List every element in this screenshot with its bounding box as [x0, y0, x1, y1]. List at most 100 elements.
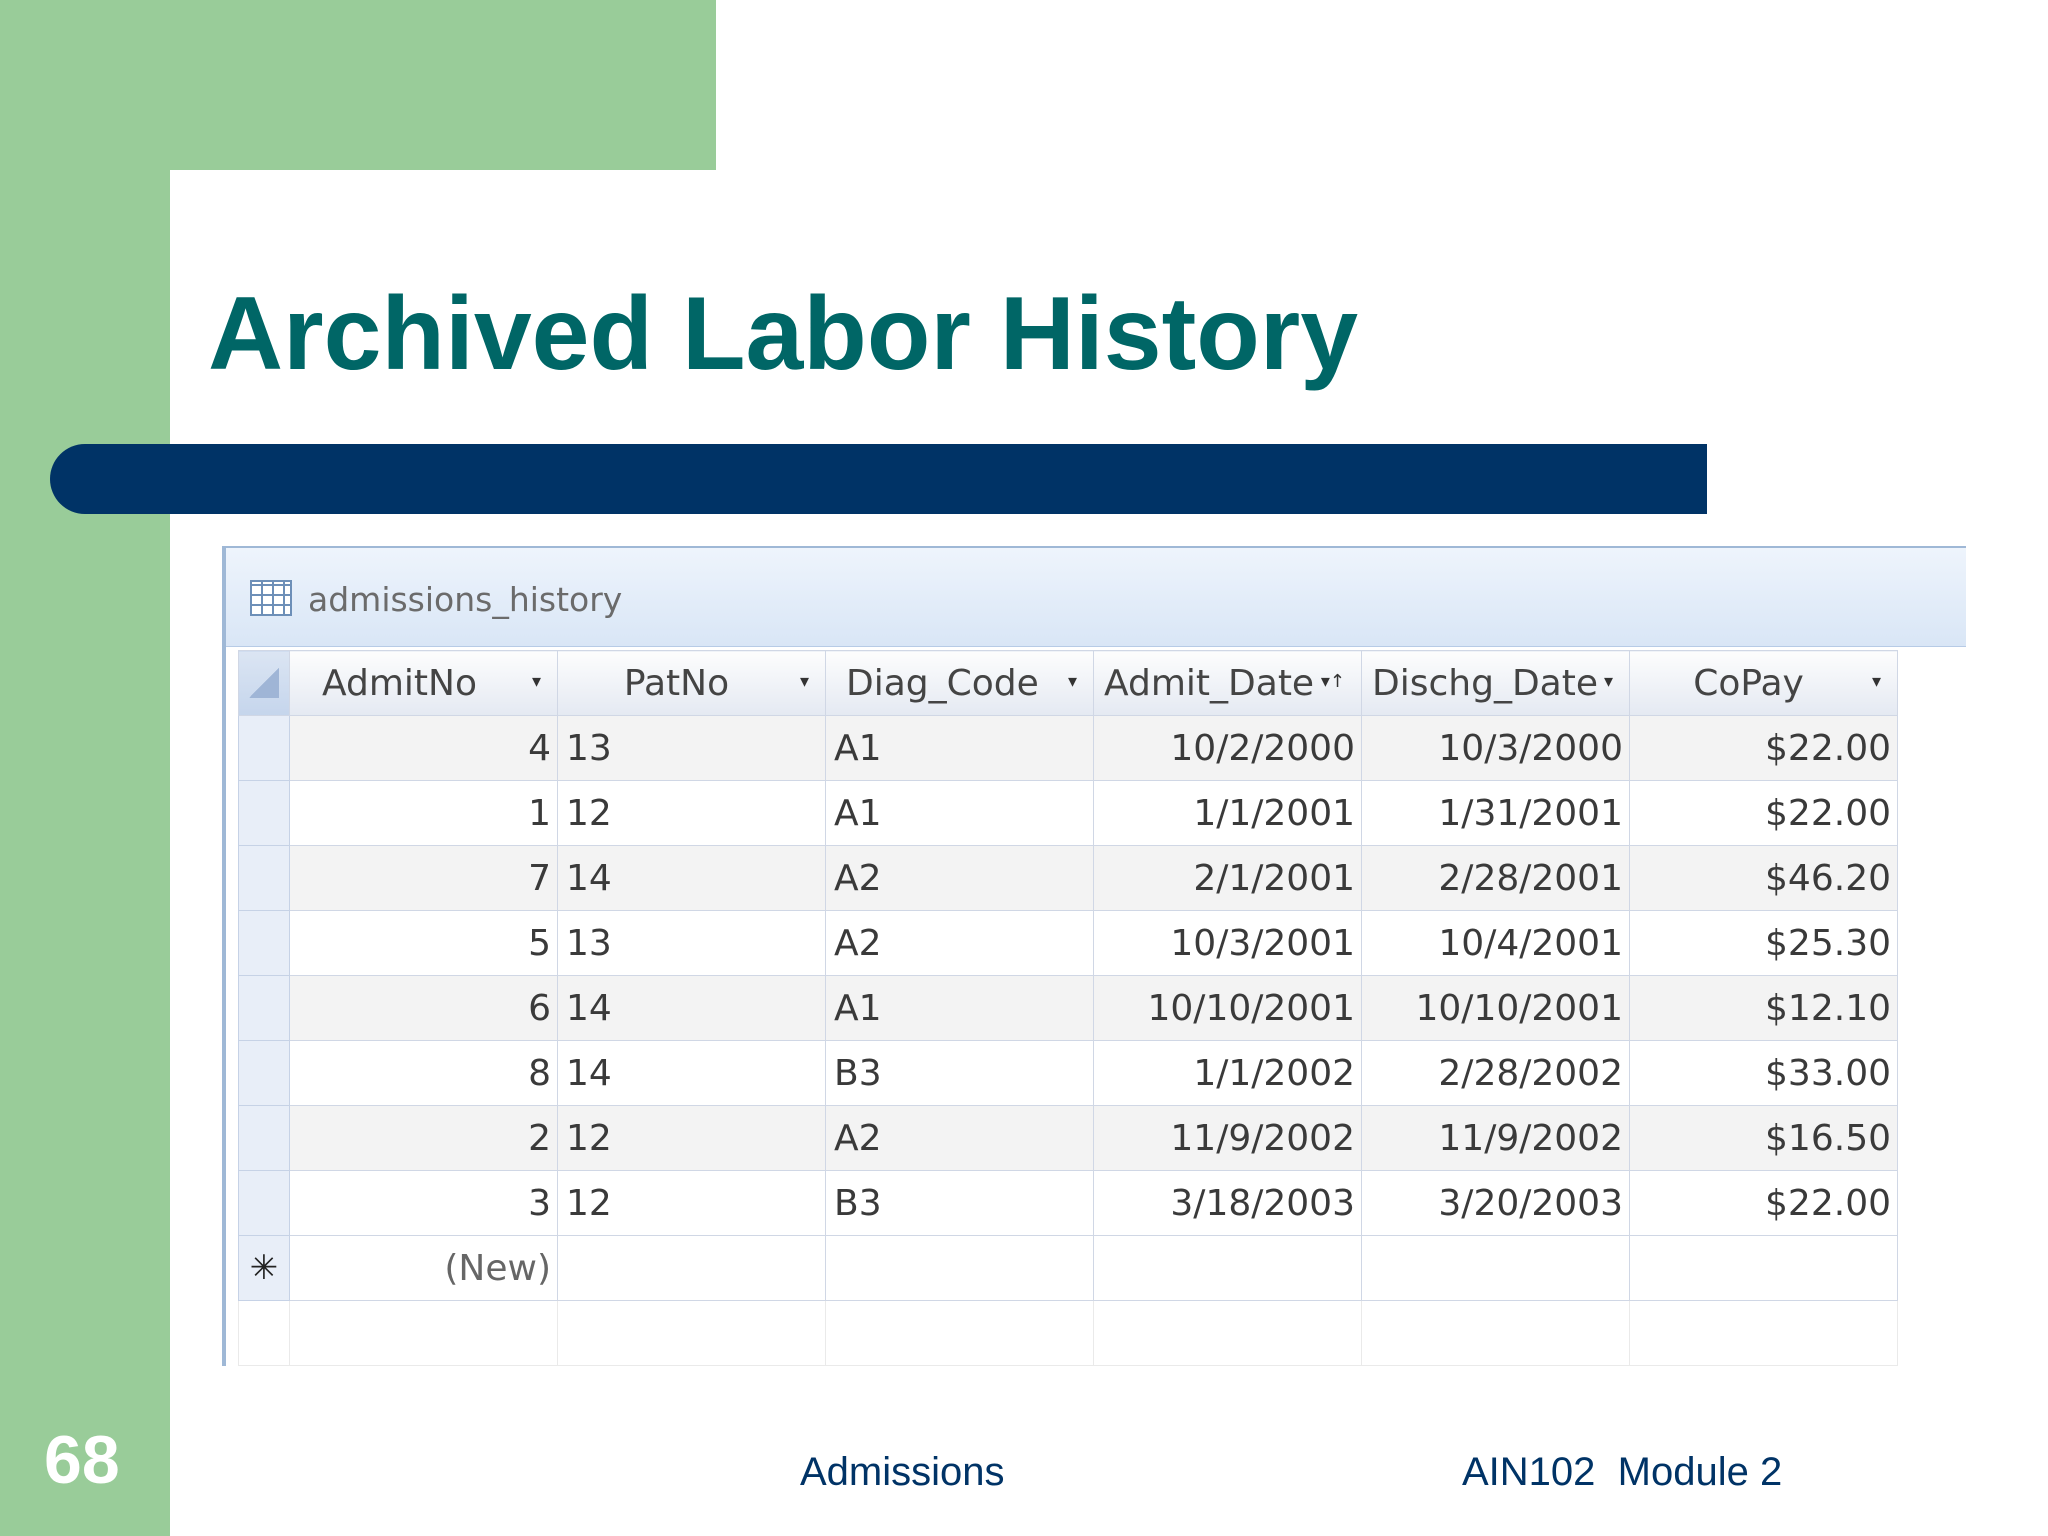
column-header-dischg-date[interactable]: Dischg_Date ▾ — [1361, 650, 1630, 716]
record-selector[interactable] — [238, 1040, 290, 1106]
cell-patno[interactable]: 12 — [557, 780, 826, 846]
cell-patno[interactable]: 14 — [557, 975, 826, 1041]
top-green-band — [0, 0, 716, 170]
cell-admit-date[interactable]: 1/1/2001 — [1093, 780, 1362, 846]
cell-admitno[interactable]: 7 — [289, 845, 558, 911]
cell-copay[interactable]: $22.00 — [1629, 1170, 1898, 1236]
cell-admitno[interactable]: 5 — [289, 910, 558, 976]
cell-admit-date[interactable]: 10/10/2001 — [1093, 975, 1362, 1041]
table-row[interactable]: 8 14 B3 1/1/2002 2/28/2002 $33.00 — [238, 1040, 1898, 1106]
new-record-icon[interactable]: ✳ — [238, 1235, 290, 1301]
record-selector[interactable] — [238, 975, 290, 1041]
cell-admitno[interactable]: 2 — [289, 1105, 558, 1171]
column-header-diag-code[interactable]: Diag_Code ▾ — [825, 650, 1094, 716]
cell-admit-date[interactable]: 10/2/2000 — [1093, 715, 1362, 781]
cell-patno[interactable]: 13 — [557, 715, 826, 781]
cell-patno[interactable]: 13 — [557, 910, 826, 976]
cell-copay[interactable]: $22.00 — [1629, 715, 1898, 781]
empty-cell — [1093, 1300, 1362, 1366]
cell-admitno[interactable]: 4 — [289, 715, 558, 781]
footer-center-text: Admissions — [800, 1450, 1005, 1494]
column-header-label: AdmitNo — [322, 662, 477, 704]
column-header-copay[interactable]: CoPay ▾ — [1629, 650, 1898, 716]
record-selector[interactable] — [238, 1170, 290, 1236]
cell-patno[interactable]: 14 — [557, 1040, 826, 1106]
empty-cell[interactable] — [557, 1235, 826, 1301]
cell-admit-date[interactable]: 11/9/2002 — [1093, 1105, 1362, 1171]
left-green-band — [0, 0, 170, 1536]
cell-dischg-date[interactable]: 2/28/2002 — [1361, 1040, 1630, 1106]
record-selector[interactable] — [238, 1105, 290, 1171]
cell-admitno[interactable]: 6 — [289, 975, 558, 1041]
cell-dischg-date[interactable]: 11/9/2002 — [1361, 1105, 1630, 1171]
sort-filter-arrow-icon[interactable]: ▾ — [1067, 671, 1077, 692]
sort-ascending-arrow-icon[interactable]: ▾↑ — [1320, 671, 1345, 692]
cell-diag-code[interactable]: A1 — [825, 715, 1094, 781]
sort-filter-arrow-icon[interactable]: ▾ — [799, 671, 809, 692]
empty-cell[interactable] — [1629, 1235, 1898, 1301]
cell-diag-code[interactable]: A1 — [825, 975, 1094, 1041]
column-header-label: Diag_Code — [846, 662, 1039, 704]
cell-diag-code[interactable]: A2 — [825, 845, 1094, 911]
sort-filter-arrow-icon[interactable]: ▾ — [1603, 671, 1613, 692]
cell-admitno[interactable]: 1 — [289, 780, 558, 846]
cell-patno[interactable]: 12 — [557, 1105, 826, 1171]
column-header-patno[interactable]: PatNo ▾ — [557, 650, 826, 716]
new-record-row[interactable]: ✳ (New) — [238, 1235, 1898, 1301]
cell-copay[interactable]: $16.50 — [1629, 1105, 1898, 1171]
table-row[interactable]: 5 13 A2 10/3/2001 10/4/2001 $25.30 — [238, 910, 1898, 976]
record-selector[interactable] — [238, 780, 290, 846]
table-row[interactable]: 2 12 A2 11/9/2002 11/9/2002 $16.50 — [238, 1105, 1898, 1171]
sort-filter-arrow-icon[interactable]: ▾ — [531, 671, 541, 692]
empty-cell — [557, 1300, 826, 1366]
column-header-label: CoPay — [1693, 662, 1804, 704]
cell-diag-code[interactable]: A2 — [825, 1105, 1094, 1171]
cell-copay[interactable]: $33.00 — [1629, 1040, 1898, 1106]
empty-cell — [1361, 1300, 1630, 1366]
new-record-cell[interactable]: (New) — [289, 1235, 558, 1301]
select-all-button[interactable] — [238, 650, 290, 716]
table-row[interactable]: 3 12 B3 3/18/2003 3/20/2003 $22.00 — [238, 1170, 1898, 1236]
cell-diag-code[interactable]: A1 — [825, 780, 1094, 846]
cell-admit-date[interactable]: 1/1/2002 — [1093, 1040, 1362, 1106]
empty-cell — [1629, 1300, 1898, 1366]
cell-dischg-date[interactable]: 1/31/2001 — [1361, 780, 1630, 846]
column-header-admit-date[interactable]: Admit_Date ▾↑ — [1093, 650, 1362, 716]
cell-dischg-date[interactable]: 3/20/2003 — [1361, 1170, 1630, 1236]
table-row[interactable]: 1 12 A1 1/1/2001 1/31/2001 $22.00 — [238, 780, 1898, 846]
record-selector[interactable] — [238, 845, 290, 911]
cell-diag-code[interactable]: B3 — [825, 1170, 1094, 1236]
empty-selector — [238, 1300, 290, 1366]
cell-admitno[interactable]: 3 — [289, 1170, 558, 1236]
cell-admit-date[interactable]: 2/1/2001 — [1093, 845, 1362, 911]
cell-diag-code[interactable]: B3 — [825, 1040, 1094, 1106]
cell-copay[interactable]: $25.30 — [1629, 910, 1898, 976]
table-row[interactable]: 6 14 A1 10/10/2001 10/10/2001 $12.10 — [238, 975, 1898, 1041]
datasheet-tab[interactable]: admissions_history — [226, 548, 1966, 647]
cell-admitno[interactable]: 8 — [289, 1040, 558, 1106]
cell-admit-date[interactable]: 3/18/2003 — [1093, 1170, 1362, 1236]
table-row[interactable]: 4 13 A1 10/2/2000 10/3/2000 $22.00 — [238, 715, 1898, 781]
cell-dischg-date[interactable]: 2/28/2001 — [1361, 845, 1630, 911]
cell-copay[interactable]: $22.00 — [1629, 780, 1898, 846]
record-selector[interactable] — [238, 910, 290, 976]
empty-cell[interactable] — [1361, 1235, 1630, 1301]
cell-copay[interactable]: $12.10 — [1629, 975, 1898, 1041]
cell-patno[interactable]: 12 — [557, 1170, 826, 1236]
cell-dischg-date[interactable]: 10/3/2000 — [1361, 715, 1630, 781]
cell-diag-code[interactable]: A2 — [825, 910, 1094, 976]
column-header-label: Admit_Date — [1104, 662, 1315, 704]
empty-cell[interactable] — [825, 1235, 1094, 1301]
cell-dischg-date[interactable]: 10/4/2001 — [1361, 910, 1630, 976]
column-header-admitno[interactable]: AdmitNo ▾ — [289, 650, 558, 716]
empty-cell[interactable] — [1093, 1235, 1362, 1301]
cell-patno[interactable]: 14 — [557, 845, 826, 911]
cell-dischg-date[interactable]: 10/10/2001 — [1361, 975, 1630, 1041]
blank-row — [238, 1300, 1898, 1366]
record-selector[interactable] — [238, 715, 290, 781]
cell-admit-date[interactable]: 10/3/2001 — [1093, 910, 1362, 976]
sort-filter-arrow-icon[interactable]: ▾ — [1871, 671, 1881, 692]
table-row[interactable]: 7 14 A2 2/1/2001 2/28/2001 $46.20 — [238, 845, 1898, 911]
cell-copay[interactable]: $46.20 — [1629, 845, 1898, 911]
